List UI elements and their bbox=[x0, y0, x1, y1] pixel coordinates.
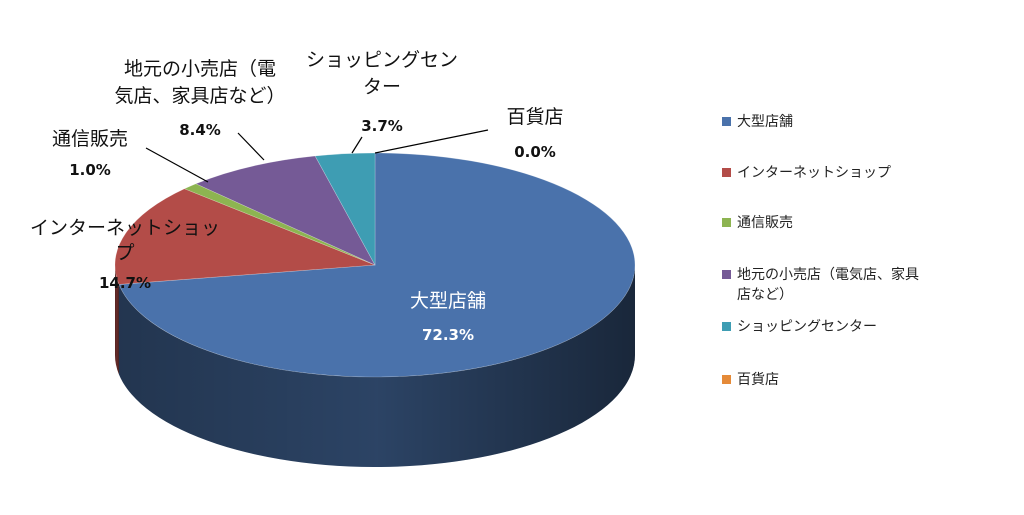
legend-swatch bbox=[722, 375, 731, 384]
data-label-value: 8.4% bbox=[179, 121, 221, 139]
pie-sides bbox=[115, 265, 635, 467]
leader-line bbox=[351, 136, 363, 154]
pie-slice-0 bbox=[118, 152, 636, 378]
legend-label: 通信販売 bbox=[737, 215, 793, 231]
legend-label: 百貨店 bbox=[737, 371, 779, 388]
legend-swatch bbox=[722, 270, 731, 279]
pie-slice-2 bbox=[183, 183, 376, 266]
data-label-value: 14.7% bbox=[99, 274, 151, 292]
legend-swatch bbox=[722, 168, 731, 177]
legend-label: ショッピングセンター bbox=[737, 319, 877, 335]
data-label-name: 地元の小売店（電気店、家具店など） bbox=[114, 58, 285, 107]
leader-line bbox=[374, 129, 489, 154]
data-label-value: 72.3% bbox=[422, 326, 474, 344]
data-label-name: ショッピングセンター bbox=[306, 49, 458, 98]
pie-slice-side-shade bbox=[115, 265, 119, 375]
legend-label: 大型店舗 bbox=[737, 114, 793, 130]
data-label-name: 百貨店 bbox=[506, 106, 563, 128]
leader-line bbox=[237, 132, 265, 161]
legend-label: 地元の小売店（電気店、家具店など） bbox=[737, 266, 919, 303]
data-label-name: 大型店舗 bbox=[410, 290, 486, 312]
leader-lines bbox=[145, 129, 489, 183]
data-label-name: 通信販売 bbox=[52, 128, 128, 150]
legend-swatch bbox=[722, 218, 731, 227]
data-label-value: 0.0% bbox=[514, 143, 556, 161]
data-label-name: インターネットショップ bbox=[30, 217, 220, 264]
data-label-value: 3.7% bbox=[361, 117, 403, 135]
pie-slice-4 bbox=[314, 152, 376, 266]
data-labels: 大型店舗 72.3% インターネットショップ 14.7% 通信販売 1.0% 地元の小売店（… bbox=[30, 49, 564, 344]
pie-slices bbox=[114, 152, 636, 378]
pie-slice-1 bbox=[114, 188, 376, 285]
legend-label: インターネットショップ bbox=[737, 165, 891, 181]
pie-slice-side-shade bbox=[118, 265, 635, 467]
legend-swatch bbox=[722, 322, 731, 331]
data-label-value: 1.0% bbox=[69, 161, 111, 179]
pie-slice-3 bbox=[195, 155, 376, 266]
leader-line bbox=[145, 147, 209, 183]
legend-swatch bbox=[722, 117, 731, 126]
